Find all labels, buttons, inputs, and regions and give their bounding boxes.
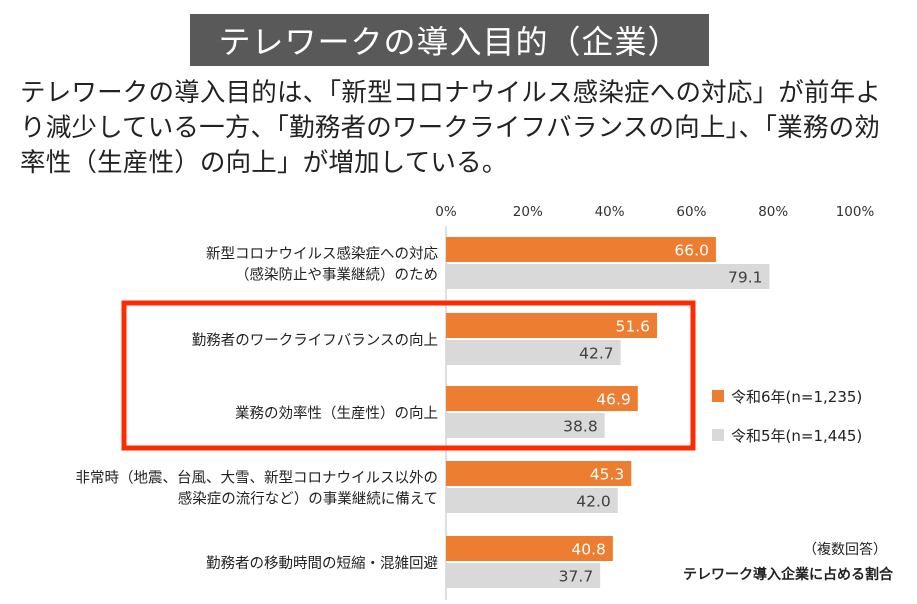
category-label: 勤務者の移動時間の短縮・混雑回避 [206, 555, 438, 572]
x-tick-label: 80% [758, 204, 788, 220]
bar-reiwa5 [446, 264, 770, 289]
bar-reiwa6 [446, 386, 638, 411]
category-label: 新型コロナウイルス感染症への対応 [206, 246, 438, 263]
legend-entry: 令和5年(n=1,445) [731, 427, 862, 445]
category-label: （感染防止や事業継続）のため [235, 267, 438, 284]
data-label: 42.7 [579, 345, 614, 363]
highlight-frame [121, 300, 696, 451]
bar-reiwa6 [446, 536, 613, 561]
multiple-answers-note: （複数回答） [803, 542, 887, 558]
legend-swatch [712, 390, 724, 402]
x-tick-label: 100% [836, 204, 875, 220]
legend-swatch [712, 429, 724, 441]
description-text: テレワークの導入目的は、「新型コロナウイルス感染症への対応」が前年より減少してい… [20, 78, 882, 178]
category-label: 非常時（地震、台風、大雪、新型コロナウイルス以外の [76, 470, 439, 487]
x-tick-label: 0% [435, 204, 457, 220]
category-label: 感染症の流行など）の事業継続に備えて [178, 491, 438, 508]
bar-reiwa6 [446, 237, 716, 262]
category-label: 業務の効率性（生産性）の向上 [235, 405, 438, 422]
x-tick-label: 40% [595, 204, 625, 220]
category-label: 勤務者のワークライフバランスの向上 [192, 332, 438, 349]
bar-reiwa5 [446, 340, 621, 365]
data-label: 79.1 [728, 269, 763, 287]
bar-reiwa5 [446, 563, 601, 588]
data-label: 45.3 [590, 466, 625, 484]
legend-entry: 令和6年(n=1,235) [731, 388, 862, 406]
data-label: 38.8 [563, 418, 598, 436]
data-label: 42.0 [576, 493, 611, 511]
data-label: 51.6 [616, 318, 651, 336]
bar-reiwa6 [446, 461, 632, 486]
bar-reiwa6 [446, 313, 658, 338]
share-note: テレワーク導入企業に占める割合 [683, 567, 893, 583]
data-label: 46.9 [596, 391, 631, 409]
x-tick-label: 60% [676, 204, 706, 220]
bar-reiwa5 [446, 488, 618, 513]
page-title: テレワークの導入目的（企業） [190, 14, 709, 66]
data-label: 37.7 [559, 568, 594, 586]
data-label: 66.0 [674, 242, 709, 260]
x-tick-label: 20% [513, 204, 543, 220]
bar-reiwa5 [446, 413, 605, 438]
data-label: 40.8 [571, 541, 606, 559]
